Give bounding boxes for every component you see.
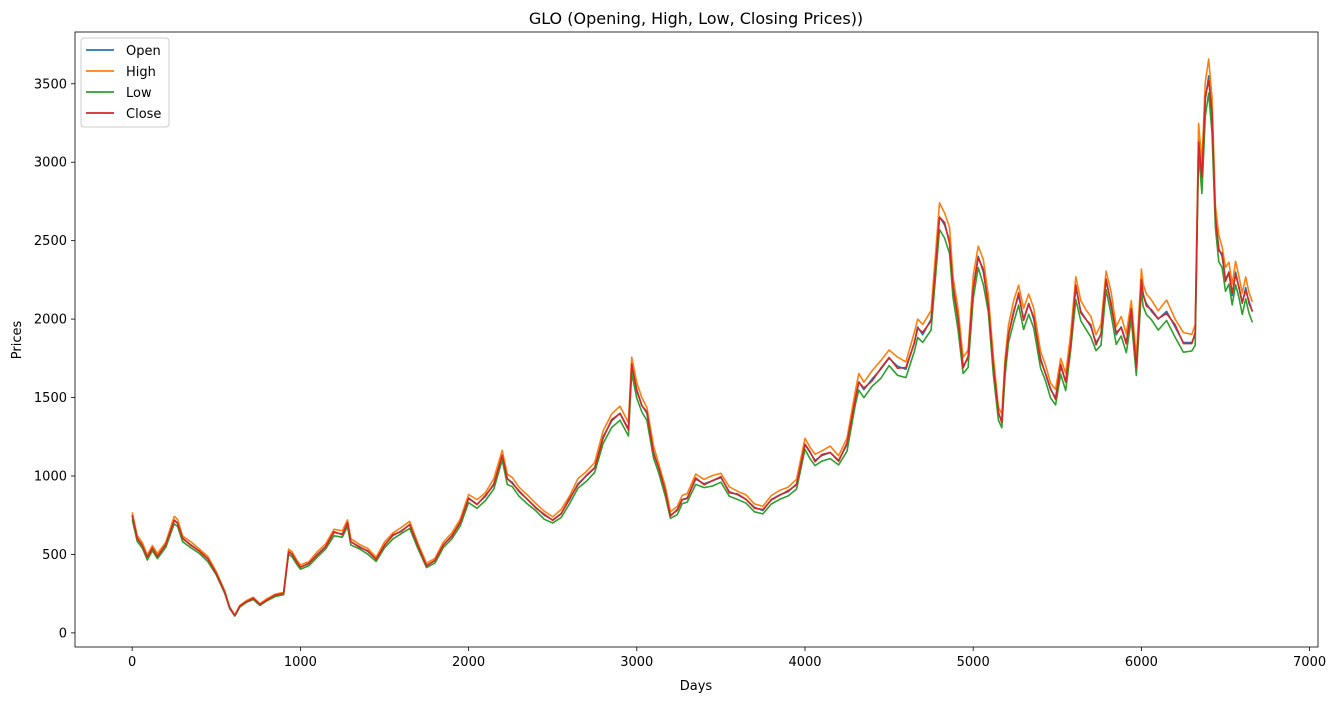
- x-tick-label: 3000: [620, 655, 653, 670]
- y-tick-label: 500: [42, 548, 67, 563]
- x-axis-label: Days: [680, 679, 713, 694]
- series-line-close: [131, 79, 1254, 617]
- y-axis-label: Prices: [10, 321, 25, 360]
- x-tick-label: 0: [128, 655, 136, 670]
- x-tick-label: 6000: [1125, 655, 1158, 670]
- legend-label-low: Low: [126, 86, 152, 101]
- x-tick-label: 1000: [284, 655, 317, 670]
- y-tick-label: 1500: [34, 391, 67, 406]
- legend-label-open: Open: [126, 44, 161, 59]
- x-tick-label: 4000: [788, 655, 821, 670]
- x-tick-label: 2000: [452, 655, 485, 670]
- legend-frame: [80, 37, 170, 128]
- y-tick-label: 2500: [34, 234, 67, 249]
- ticks-layer: 0 1000 2000 3000 4000 5000 6000 7000 0 500 1000 150…: [34, 77, 1326, 670]
- legend-label-high: High: [126, 65, 156, 80]
- x-tick-label: 7000: [1293, 655, 1326, 670]
- chart-title: GLO (Opening, High, Low, Closing Prices)…: [529, 9, 863, 28]
- y-tick-label: 1000: [34, 469, 67, 484]
- plot-frame: [74, 31, 1319, 648]
- plot-area: [75, 32, 1318, 647]
- y-tick-label: 3000: [34, 156, 67, 171]
- series-layer: [131, 58, 1254, 617]
- y-tick-label: 0: [59, 626, 67, 641]
- series-line-high: [131, 58, 1254, 616]
- y-tick-label: 2000: [34, 313, 67, 328]
- y-tick-label: 3500: [34, 77, 67, 92]
- legend-label-close: Close: [126, 107, 161, 122]
- x-tick-label: 5000: [957, 655, 990, 670]
- legend: Open High Low Close: [80, 37, 170, 128]
- series-line-low: [131, 92, 1254, 617]
